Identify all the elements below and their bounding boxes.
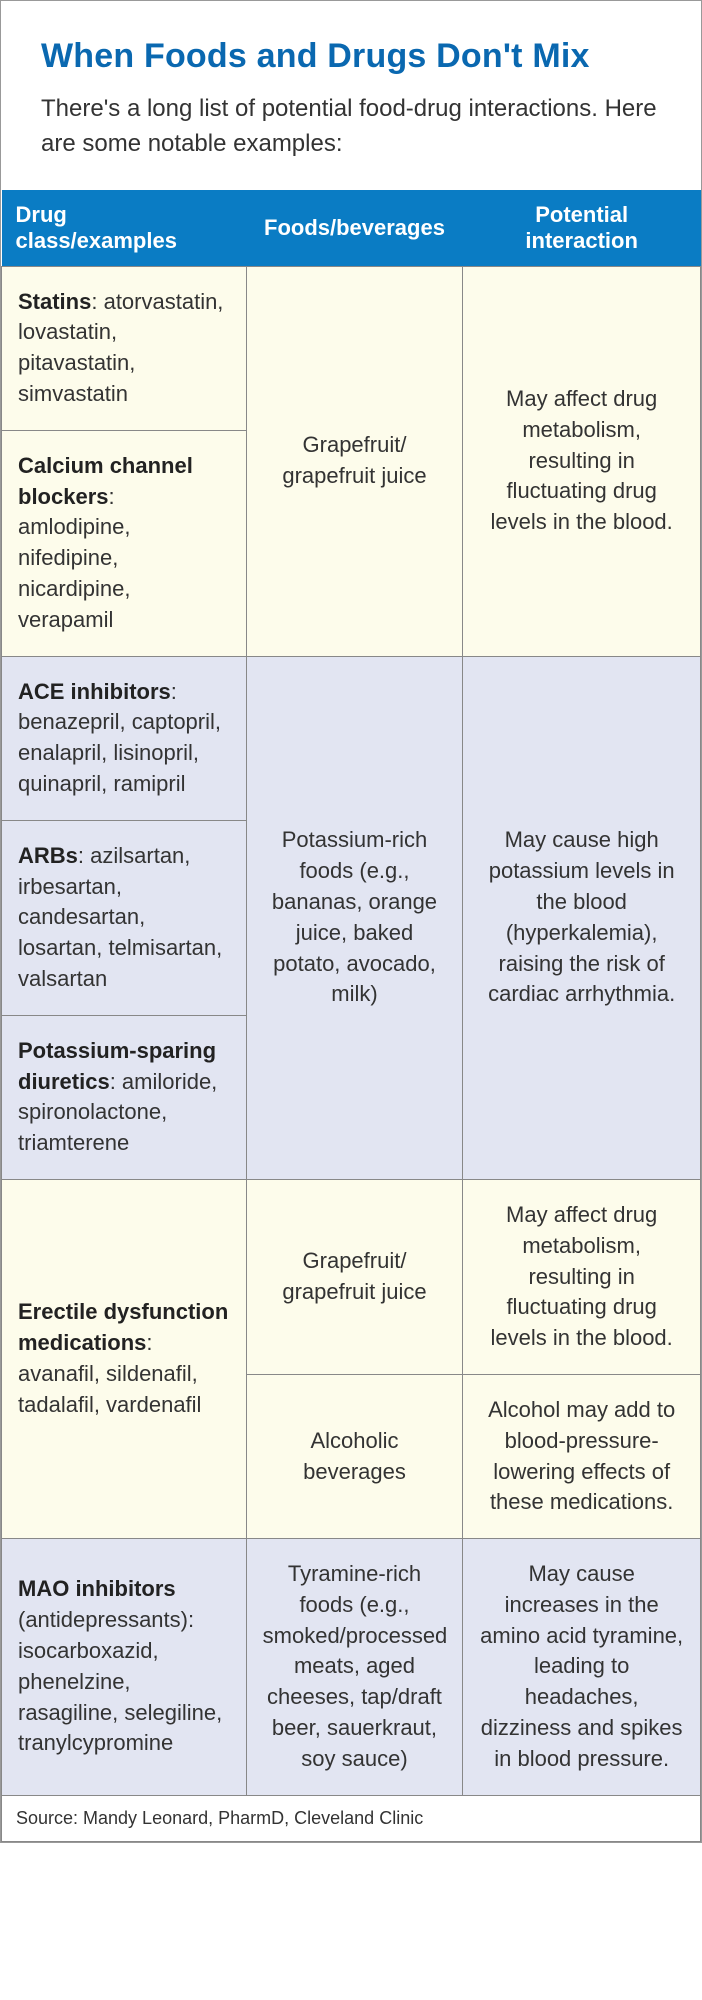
col-interaction: Potential interaction <box>463 190 701 267</box>
col-foods: Foods/beverages <box>246 190 463 267</box>
source-text: Source: Mandy Leonard, PharmD, Cleveland… <box>2 1795 701 1841</box>
cell-ed-grapefruit-interaction: May affect drug metabolism, resulting in… <box>463 1179 701 1374</box>
source-row: Source: Mandy Leonard, PharmD, Cleveland… <box>2 1795 701 1841</box>
infographic-container: When Foods and Drugs Don't Mix There's a… <box>0 0 702 1843</box>
drug-examples: (antidepressants): isocarboxazid, phenel… <box>18 1607 222 1755</box>
cell-ace: ACE inhibitors: benazepril, captopril, e… <box>2 656 247 820</box>
cell-ed-grapefruit: Grapefruit/ grapefruit juice <box>246 1179 463 1374</box>
drug-class-name: ARBs <box>18 843 78 868</box>
drug-class-name: Erectile dysfunction medications <box>18 1299 228 1355</box>
drug-class-name: Statins <box>18 289 91 314</box>
cell-potassium-foods: Potassium-rich foods (e.g., bananas, ora… <box>246 656 463 1179</box>
cell-alcohol: Alcoholic beverages <box>246 1374 463 1538</box>
table-header-row: Drug class/examples Foods/beverages Pote… <box>2 190 701 267</box>
cell-mao: MAO inhibitors (antidepressants): isocar… <box>2 1539 247 1796</box>
interactions-table: Drug class/examples Foods/beverages Pote… <box>1 190 701 1842</box>
cell-statins: Statins: atorvastatin, lovastatin, pitav… <box>2 266 247 430</box>
table-row: ACE inhibitors: benazepril, captopril, e… <box>2 656 701 820</box>
cell-alcohol-interaction: Alcohol may add to blood-pressure-loweri… <box>463 1374 701 1538</box>
cell-tyramine-foods: Tyramine-rich foods (e.g., smoked/proces… <box>246 1539 463 1796</box>
drug-class-name: ACE inhibitors <box>18 679 171 704</box>
table-row: Statins: atorvastatin, lovastatin, pitav… <box>2 266 701 430</box>
cell-psd: Potassium-sparing diuretics: amiloride, … <box>2 1015 247 1179</box>
page-title: When Foods and Drugs Don't Mix <box>41 37 661 76</box>
drug-class-name: Calcium channel blockers <box>18 453 193 509</box>
table-row: Erectile dysfunction medications: avanaf… <box>2 1179 701 1374</box>
cell-potassium-interaction: May cause high potassium levels in the b… <box>463 656 701 1179</box>
page-subtitle: There's a long list of potential food-dr… <box>41 92 661 162</box>
cell-arb: ARBs: azilsartan, irbesartan, candesarta… <box>2 820 247 1015</box>
col-drug-class: Drug class/examples <box>2 190 247 267</box>
cell-tyramine-interaction: May cause increases in the amino acid ty… <box>463 1539 701 1796</box>
cell-grapefruit: Grapefruit/ grapefruit juice <box>246 266 463 656</box>
header-block: When Foods and Drugs Don't Mix There's a… <box>1 1 701 190</box>
cell-grapefruit-interaction: May affect drug metabolism, resulting in… <box>463 266 701 656</box>
cell-ed: Erectile dysfunction medications: avanaf… <box>2 1179 247 1538</box>
table-row: MAO inhibitors (antidepressants): isocar… <box>2 1539 701 1796</box>
cell-ccb: Calcium channel blockers: amlodipine, ni… <box>2 430 247 656</box>
drug-class-name: MAO inhibitors <box>18 1576 176 1601</box>
